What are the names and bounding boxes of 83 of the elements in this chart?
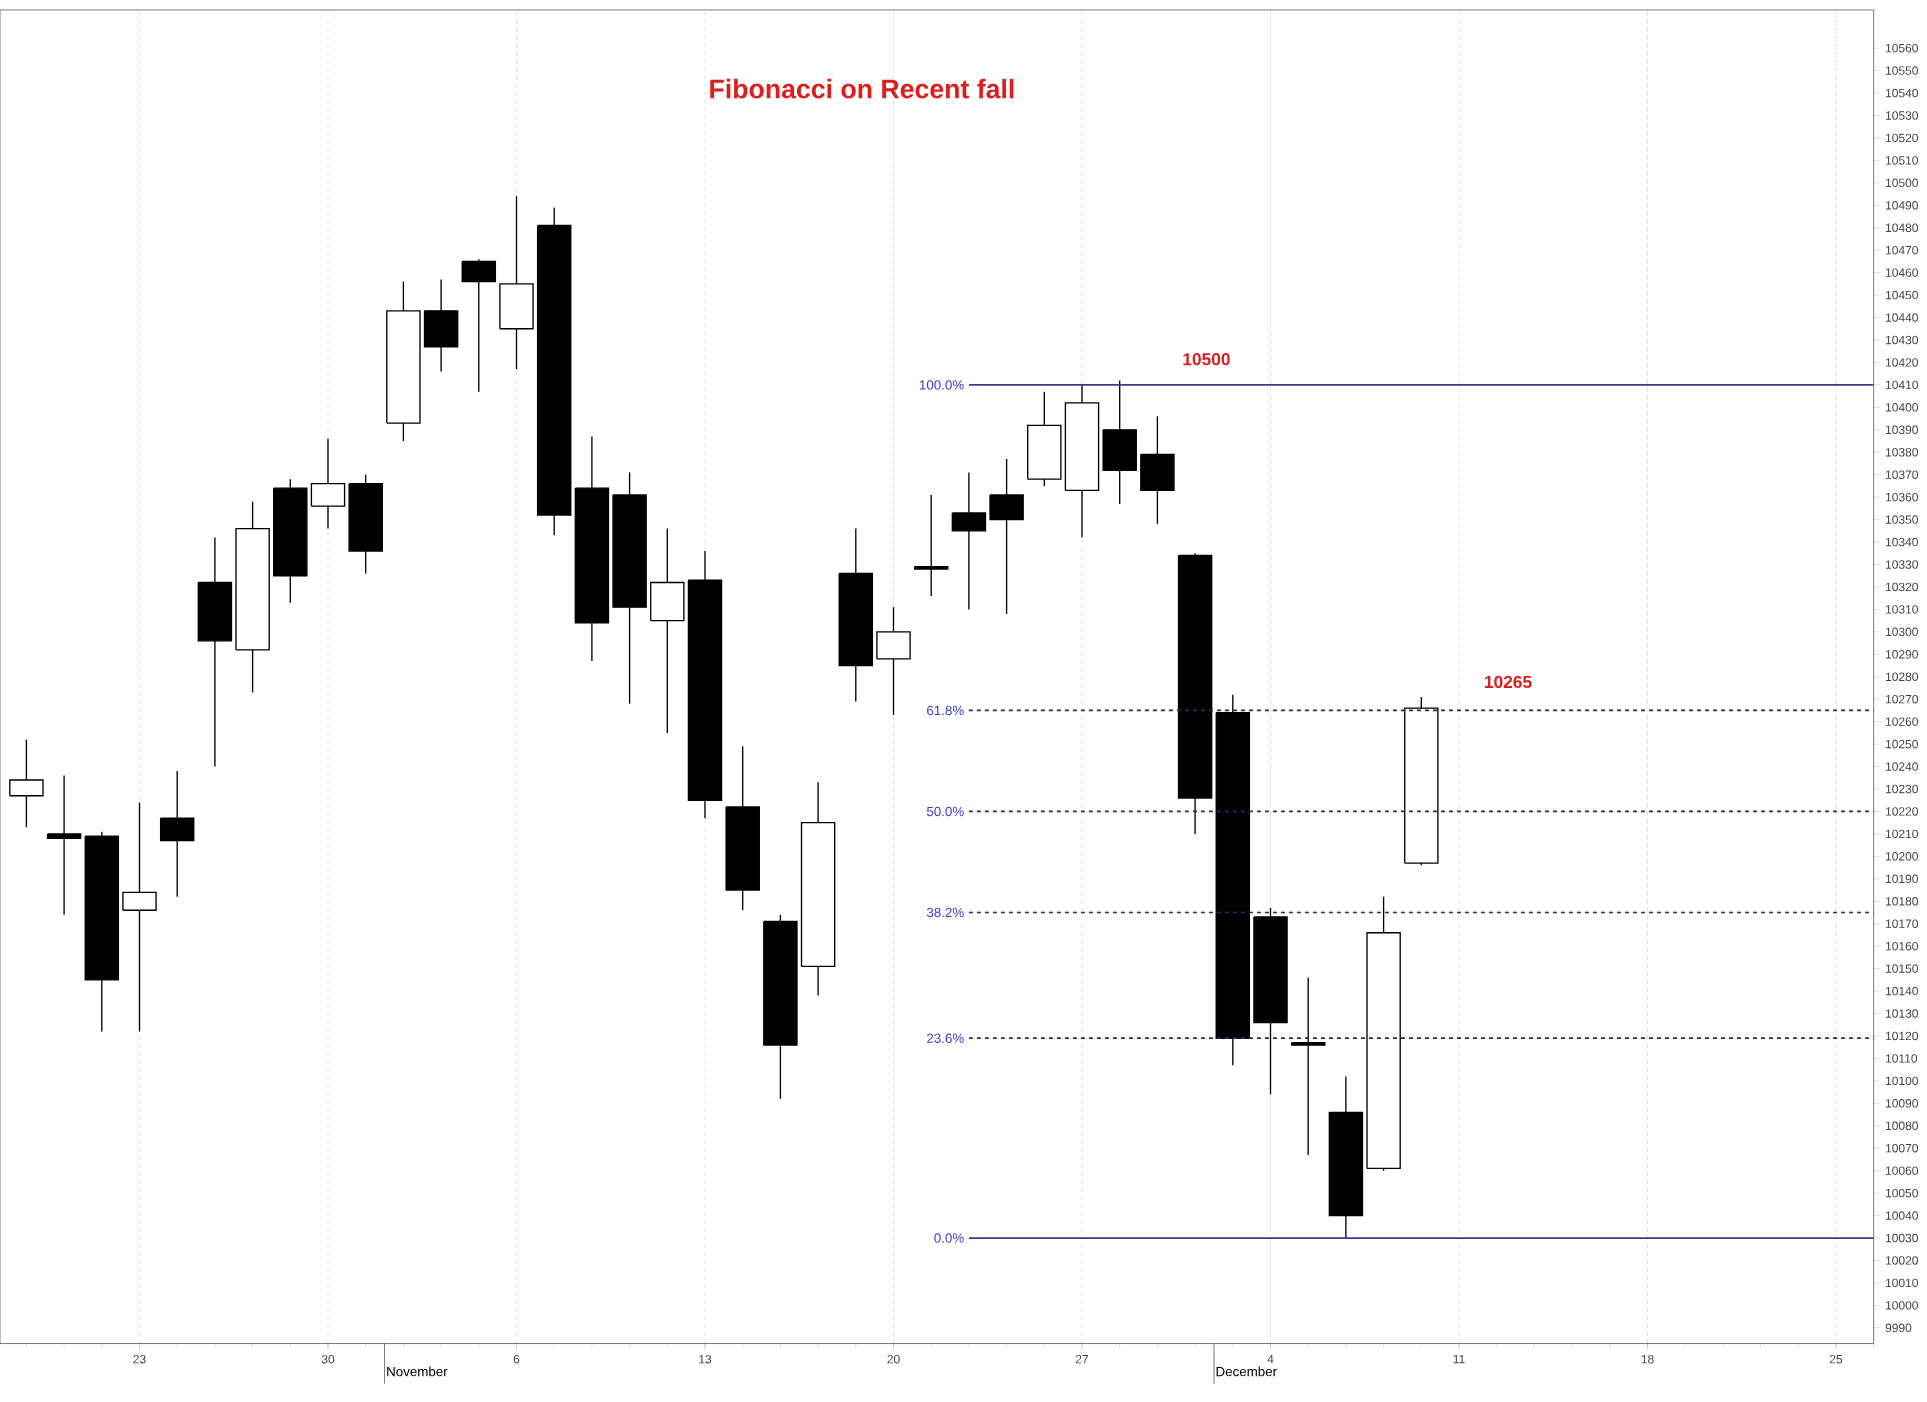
- x-tick-label: 11: [1453, 1354, 1465, 1364]
- text: Fibonacci on Recent fall: [710, 78, 1014, 99]
- y-tick-label: 10250: [1886, 739, 1918, 749]
- y-tick-label: 10100: [1886, 1076, 1918, 1086]
- y-tick-label: 10050: [1886, 1188, 1918, 1198]
- y-tick-label: 10540: [1886, 88, 1918, 98]
- annotation: 10265: [1484, 675, 1532, 688]
- series-label: 0.0%: [934, 1233, 964, 1243]
- y-tick-label: 10480: [1886, 223, 1918, 232]
- x-tick-label: 4: [1267, 1354, 1274, 1364]
- annotation: 10500: [1183, 352, 1230, 366]
- y-tick-label: 10390: [1886, 425, 1918, 434]
- y-tick-label: 10450: [1886, 290, 1918, 300]
- x-tick-label: 13: [699, 1354, 712, 1364]
- candlestick: [913, 494, 949, 597]
- y-tick-label: 10310: [1886, 605, 1918, 614]
- y-tick-label: 10320: [1886, 582, 1918, 592]
- text: December: [1216, 1366, 1277, 1377]
- y-tick-label: 10290: [1886, 649, 1918, 659]
- text: November: [387, 1366, 448, 1377]
- y-tick-label: 10140: [1886, 986, 1918, 996]
- y-tick-label: 10010: [1886, 1278, 1918, 1288]
- x-tick-label: 25: [1829, 1354, 1843, 1364]
- series-label: 23.6%: [927, 1033, 964, 1043]
- y-tick-label: 10280: [1886, 672, 1918, 681]
- y-tick-label: 10360: [1886, 492, 1918, 502]
- y-tick-label: 10080: [1886, 1121, 1918, 1130]
- y-tick-label: 10240: [1886, 762, 1918, 771]
- y-tick-label: 10350: [1886, 515, 1918, 524]
- y-tick-label: 10380: [1886, 447, 1918, 457]
- y-tick-label: 10440: [1886, 313, 1918, 322]
- y-tick-label: 10200: [1886, 852, 1918, 861]
- y-tick-label: 10150: [1886, 964, 1918, 973]
- y-tick-label: 10040: [1886, 1211, 1918, 1220]
- series-label: 100.0%: [919, 380, 964, 390]
- y-tick-label: 10530: [1886, 111, 1918, 120]
- x-tick-label: 6: [513, 1354, 520, 1364]
- y-tick-label: 10090: [1886, 1098, 1918, 1108]
- series-label: 38.2%: [926, 907, 964, 918]
- series-label: 50.0%: [926, 806, 964, 817]
- y-tick-label: 10210: [1886, 829, 1918, 839]
- y-tick-label: 10410: [1886, 380, 1918, 390]
- y-tick-label: 10160: [1886, 941, 1918, 951]
- y-tick-label: 10030: [1886, 1233, 1918, 1243]
- y-tick-label: 10510: [1886, 156, 1918, 165]
- x-tick-label: 30: [321, 1354, 335, 1364]
- y-tick-label: 10110: [1886, 1054, 1918, 1063]
- y-tick-label: 10470: [1886, 245, 1918, 255]
- y-tick-label: 10330: [1886, 560, 1918, 569]
- y-tick-label: 10260: [1886, 717, 1918, 726]
- y-tick-label: 10490: [1886, 200, 1918, 210]
- y-tick-label: 10130: [1886, 1009, 1918, 1018]
- candlestick: [1290, 976, 1326, 1156]
- y-tick-label: 10300: [1886, 627, 1918, 637]
- y-tick-label: 10500: [1886, 178, 1918, 187]
- y-tick-label: 10430: [1886, 335, 1918, 345]
- y-tick-label: 10000: [1886, 1301, 1918, 1310]
- y-tick-label: 9990: [1885, 1323, 1912, 1332]
- y-tick-label: 10170: [1886, 919, 1918, 928]
- x-tick-label: 18: [1641, 1354, 1654, 1364]
- y-tick-label: 10420: [1886, 358, 1918, 367]
- y-tick-label: 10270: [1886, 694, 1918, 704]
- y-tick-label: 10020: [1886, 1256, 1918, 1265]
- y-tick-label: 10560: [1886, 43, 1918, 53]
- y-tick-label: 10220: [1886, 807, 1918, 816]
- y-tick-label: 10400: [1886, 402, 1918, 412]
- series-label: 61.8%: [927, 705, 964, 716]
- x-tick-label: 23: [133, 1354, 146, 1364]
- y-tick-label: 10070: [1886, 1143, 1918, 1153]
- y-tick-label: 10180: [1886, 896, 1918, 906]
- y-tick-label: 10230: [1886, 784, 1918, 794]
- y-tick-label: 10120: [1886, 1031, 1918, 1041]
- y-tick-label: 10370: [1886, 470, 1918, 479]
- y-tick-label: 10460: [1886, 268, 1918, 277]
- y-tick-label: 10520: [1886, 133, 1918, 143]
- candlestick: [122, 801, 157, 1033]
- y-tick-label: 10340: [1886, 537, 1918, 547]
- y-tick-label: 10060: [1886, 1166, 1918, 1175]
- x-tick-label: 20: [887, 1354, 900, 1364]
- y-tick-label: 10550: [1886, 66, 1918, 75]
- candlestick: [46, 774, 82, 916]
- x-tick-label: 27: [1075, 1354, 1089, 1364]
- y-tick-label: 10190: [1886, 874, 1918, 883]
